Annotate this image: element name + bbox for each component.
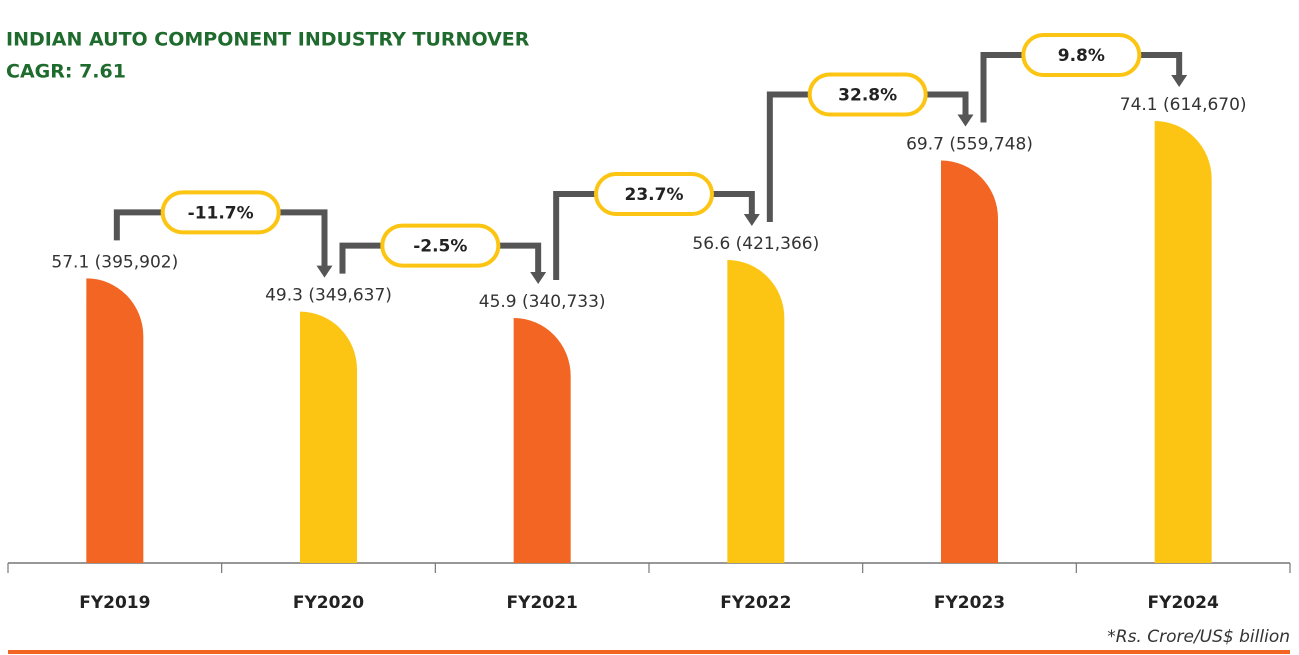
data-label: 57.1 (395,902) bbox=[51, 252, 178, 272]
x-tick-label: FY2024 bbox=[1148, 593, 1219, 613]
x-tick-label: FY2019 bbox=[79, 593, 150, 613]
growth-pill bbox=[594, 172, 714, 217]
growth-pill bbox=[160, 190, 281, 235]
bar bbox=[1154, 121, 1212, 563]
bottom-rule bbox=[8, 650, 1290, 654]
x-tick-label: FY2021 bbox=[507, 593, 578, 613]
growth-pill bbox=[380, 223, 501, 268]
data-label: 49.3 (349,637) bbox=[265, 286, 392, 306]
chart-subtitle: CAGR: 7.61 bbox=[6, 61, 126, 83]
bar bbox=[941, 160, 998, 563]
data-label: 56.6 (421,366) bbox=[692, 234, 819, 254]
x-tick-label: FY2023 bbox=[934, 593, 1005, 613]
bar bbox=[300, 311, 357, 563]
growth-pill bbox=[1021, 33, 1142, 77]
arrowhead bbox=[957, 114, 974, 127]
growth-label: 32.8% bbox=[838, 85, 897, 105]
data-label: 69.7 (559,748) bbox=[906, 134, 1033, 154]
arrowhead bbox=[316, 265, 333, 278]
chart-title: INDIAN AUTO COMPONENT INDUSTRY TURNOVER bbox=[6, 29, 530, 51]
growth-pill bbox=[807, 72, 928, 117]
bar bbox=[727, 260, 785, 563]
x-tick-label: FY2020 bbox=[293, 593, 364, 613]
arrowhead bbox=[1171, 75, 1188, 87]
arrowhead bbox=[530, 271, 547, 284]
data-label: 45.9 (340,733) bbox=[479, 292, 606, 312]
bar bbox=[86, 278, 144, 563]
growth-label: -11.7% bbox=[188, 203, 254, 223]
x-tick-label: FY2022 bbox=[720, 593, 791, 613]
growth-label: 23.7% bbox=[625, 185, 684, 205]
growth-label: -2.5% bbox=[413, 237, 467, 257]
bar bbox=[513, 317, 571, 563]
growth-label: 9.8% bbox=[1058, 46, 1105, 66]
footnote: *Rs. Crore/US$ billion bbox=[1107, 627, 1290, 647]
arrowhead bbox=[743, 214, 760, 227]
data-label: 74.1 (614,670) bbox=[1120, 95, 1247, 115]
